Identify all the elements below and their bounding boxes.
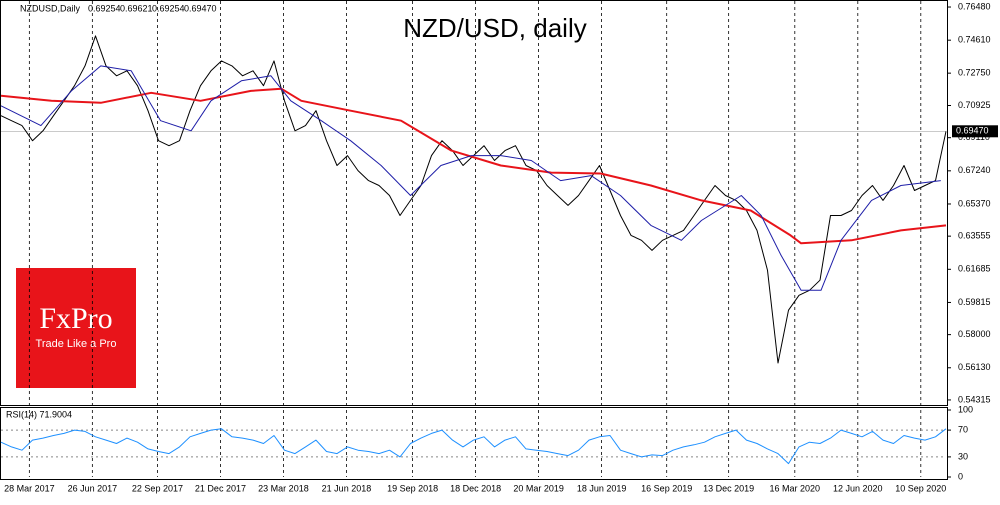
low: 0.69254 xyxy=(152,3,185,13)
x-tick-label: 19 Sep 2018 xyxy=(387,483,438,493)
y-tick-label: 0.56130 xyxy=(958,362,991,372)
chart-title: NZD/USD, daily xyxy=(403,13,586,43)
logo-box xyxy=(16,268,136,388)
logo-tagline: Trade Like a Pro xyxy=(36,338,117,350)
x-tick-label: 28 Mar 2017 xyxy=(4,483,55,493)
y-tick-label: 0.65370 xyxy=(958,198,991,208)
main-frame xyxy=(0,0,948,406)
y-tick-label: 0.58000 xyxy=(958,329,991,339)
symbol: NZDUSD,Daily xyxy=(20,3,81,13)
y-tick-label: 100 xyxy=(958,404,973,414)
x-tick-label: 26 Jun 2017 xyxy=(68,483,118,493)
y-tick-label: 0.70925 xyxy=(958,100,991,110)
price-line xyxy=(0,65,941,291)
x-tick-label: 23 Mar 2018 xyxy=(258,483,309,493)
y-tick-label: 0.74610 xyxy=(958,35,991,45)
rsi-frame xyxy=(0,407,948,480)
price-line xyxy=(0,87,947,245)
x-tick-label: 21 Dec 2017 xyxy=(195,483,246,493)
y-tick-label: 0.59815 xyxy=(958,297,991,307)
x-tick-label: 16 Sep 2019 xyxy=(641,483,692,493)
y-tick-label: 0.67240 xyxy=(958,165,991,175)
y-tick-label: 0.61685 xyxy=(958,264,991,274)
logo-brand: FxPro xyxy=(39,302,112,335)
y-tick-label: 0.76480 xyxy=(958,1,991,11)
price-line xyxy=(0,35,947,364)
close: 0.69470 xyxy=(184,3,217,13)
y-tick-label: 0.54315 xyxy=(958,394,991,404)
high: 0.69621 xyxy=(120,3,153,13)
y-tick-label: 30 xyxy=(958,451,968,461)
x-tick-label: 18 Jun 2019 xyxy=(577,483,627,493)
rsi-label: RSI(14) 71.9004 xyxy=(6,409,72,419)
x-tick-label: 20 Mar 2019 xyxy=(513,483,564,493)
x-tick-label: 13 Dec 2019 xyxy=(703,483,754,493)
y-tick-label: 0 xyxy=(958,471,963,481)
x-tick-label: 22 Sep 2017 xyxy=(132,483,183,493)
rsi-line xyxy=(0,428,947,465)
x-tick-label: 18 Dec 2018 xyxy=(450,483,501,493)
y-tick-label: 0.72750 xyxy=(958,68,991,78)
x-tick-label: 16 Mar 2020 xyxy=(770,483,821,493)
x-tick-label: 10 Sep 2020 xyxy=(895,483,946,493)
x-tick-label: 12 Jun 2020 xyxy=(833,483,883,493)
open: 0.69254 xyxy=(88,3,121,13)
price-tag xyxy=(952,125,998,138)
y-tick-label: 0.63555 xyxy=(958,231,991,241)
x-tick-label: 21 Jun 2018 xyxy=(322,483,372,493)
y-tick-label: 70 xyxy=(958,424,968,434)
price-tag-label: 0.69470 xyxy=(956,126,989,136)
